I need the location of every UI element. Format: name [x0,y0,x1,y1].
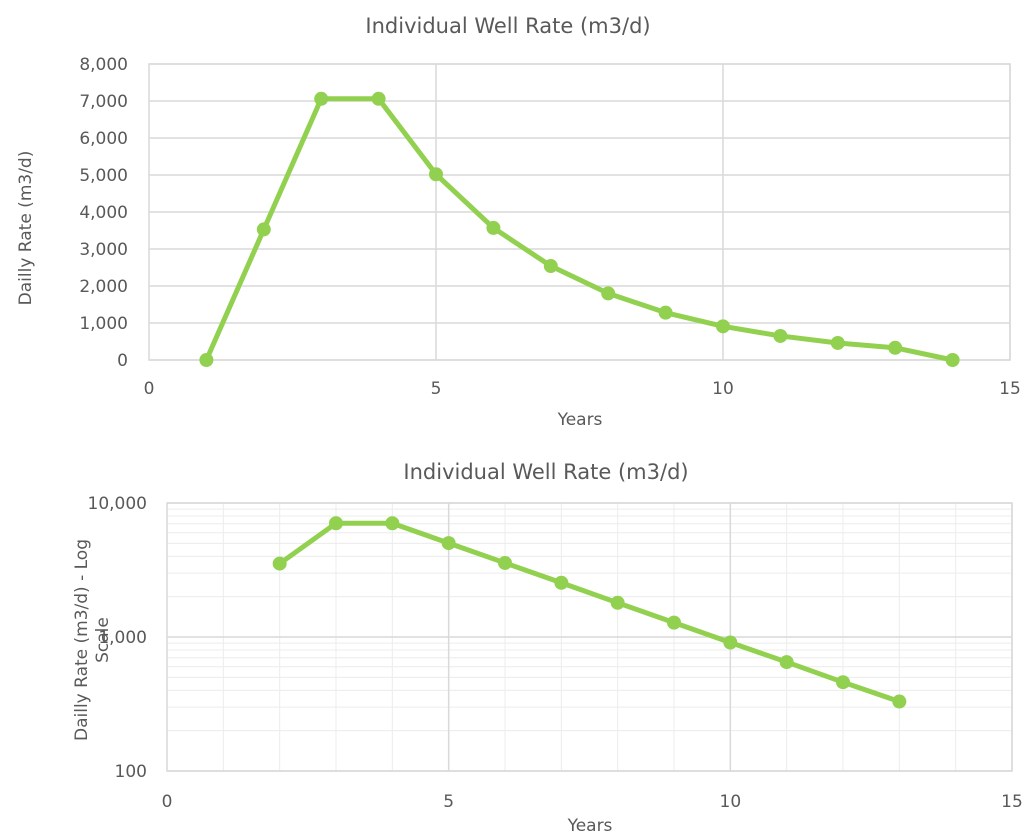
data-point [385,516,400,531]
data-point [329,516,343,531]
x-axis-label: Years [557,410,603,430]
y-tick-label: 1,000 [79,314,128,334]
data-point [830,335,845,350]
data-point [256,222,271,237]
data-point [723,635,738,650]
data-point [199,353,214,367]
y-tick-label: 7,000 [79,92,128,112]
x-tick-label: 0 [162,792,173,812]
data-point [888,340,903,355]
data-point [601,286,616,301]
y-tick-label: 5,000 [79,166,128,186]
data-point [610,595,625,610]
chart-title: Individual Well Rate (m3/d) [403,460,688,484]
plot-area [166,502,1013,772]
data-point [371,91,386,106]
y-axis-label: Dailly Rate (m3/d) [16,151,36,306]
log-rate-chart-svg: Individual Well Rate (m3/d) 1001,00010,0… [72,460,1023,835]
y-tick-label: 1,000 [98,628,147,648]
x-axis-label: Years [567,816,613,835]
x-tick-label: 15 [1001,792,1023,812]
data-point [716,319,730,334]
y-axis-label: Dailly Rate (m3/d) - LogScale [72,539,113,741]
series-line [277,520,902,705]
chart-title: Individual Well Rate (m3/d) [365,14,650,38]
y-tick-label: 8,000 [79,55,128,75]
data-point [892,694,907,709]
y-tick-label: 10,000 [88,494,147,514]
data-point [543,259,558,274]
y-tick-label: 6,000 [79,129,128,149]
data-point [658,305,673,320]
data-point [773,328,788,343]
linear-rate-chart: Individual Well Rate (m3/d) 0 1,000 2,000 3… [16,14,1021,430]
data-point [945,353,960,367]
y-tick-label: 4,000 [79,203,128,223]
linear-rate-chart-svg: Individual Well Rate (m3/d) 0 1,000 2,000 3… [16,14,1021,430]
data-point [498,555,512,570]
x-tick-label: 10 [720,792,742,812]
data-point [486,220,501,235]
y-tick-label: 3,000 [79,240,128,260]
data-point [314,91,329,106]
x-tick-label: 0 [144,379,155,399]
x-tick-label: 5 [443,792,454,812]
data-point [836,675,850,690]
log-rate-chart: Individual Well Rate (m3/d) 100 1,000 10,0… [0,445,1036,835]
x-tick-label: 5 [431,379,442,399]
y-tick-label: 0 [117,351,128,371]
data-point [429,167,443,182]
data-point [779,655,794,670]
y-tick-label: 100 [115,762,147,782]
x-tick-label: 10 [712,379,734,399]
data-point [554,575,569,590]
data-point [441,536,456,551]
data-point [667,615,681,630]
plot-area [148,63,1011,361]
x-tick-label: 15 [999,379,1021,399]
series-line [203,96,956,363]
y-tick-label: 2,000 [79,277,128,297]
data-point [272,556,287,571]
